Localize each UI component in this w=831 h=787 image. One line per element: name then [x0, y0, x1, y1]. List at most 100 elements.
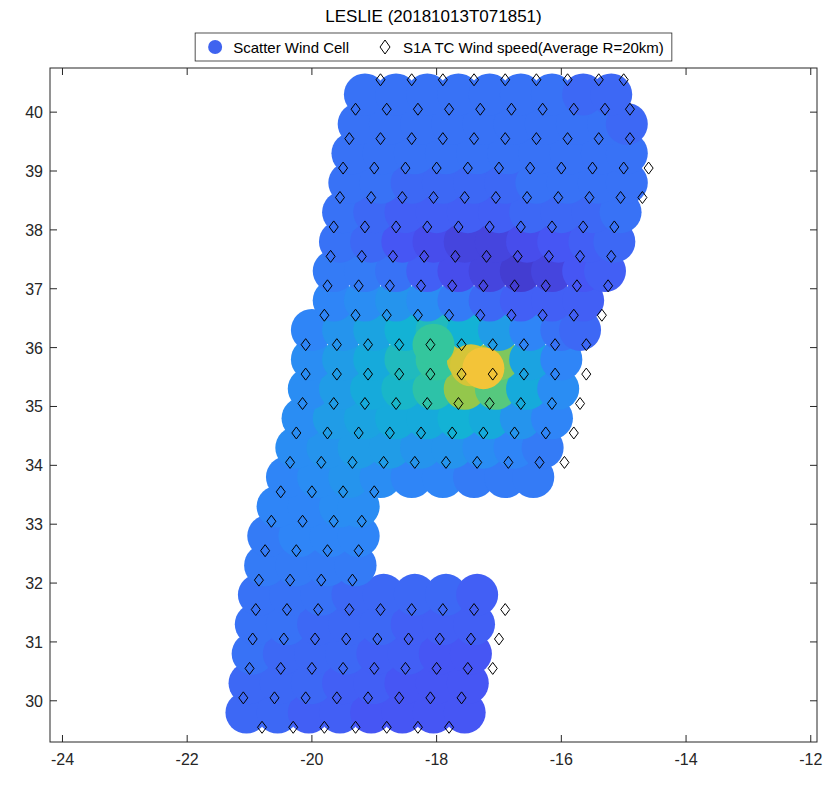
diamond-point: [476, 103, 485, 115]
diamond-point: [276, 662, 285, 674]
diamond-point: [342, 633, 351, 645]
diamond-point: [395, 368, 404, 380]
diamond-point: [600, 103, 609, 115]
diamond-point: [323, 545, 332, 557]
diamond-point: [619, 74, 628, 86]
diamond-point: [364, 368, 373, 380]
y-tick-label: 32: [25, 575, 43, 592]
x-tick: [311, 735, 312, 742]
x-tick-top: [561, 68, 562, 75]
diamond-point: [413, 721, 422, 733]
diamond-point: [329, 398, 338, 410]
title: LESLIE (20181013T071851): [325, 7, 541, 26]
diamond-point: [504, 456, 513, 468]
y-tick-label: 38: [25, 222, 43, 239]
diamond-point: [560, 456, 569, 468]
diamond-point: [317, 574, 326, 586]
diamond-point: [410, 456, 419, 468]
diamond-point: [432, 162, 441, 174]
diamond-point: [320, 721, 329, 733]
diamond-point: [382, 103, 391, 115]
diamond-point: [364, 692, 373, 704]
diamond-point: [376, 74, 385, 86]
diamond-point: [479, 427, 488, 439]
diamond-point: [258, 721, 267, 733]
x-tick-label: -22: [176, 751, 199, 768]
diamond-point: [298, 515, 307, 527]
diamond-point: [376, 604, 385, 616]
diamond-point: [454, 221, 463, 233]
diamond-point: [554, 192, 563, 204]
diamond-point: [354, 427, 363, 439]
diamond-point: [298, 398, 307, 410]
y-tick-label: 37: [25, 281, 43, 298]
diamond-point: [276, 486, 285, 498]
x-tick-top: [436, 68, 437, 75]
y-tick: [50, 641, 57, 642]
legend-item: S1A TC Wind speed(Average R=20km): [380, 39, 664, 56]
x-tick: [436, 735, 437, 742]
diamond-point: [488, 662, 497, 674]
diamond-point: [360, 221, 369, 233]
y-tick-right: [810, 641, 817, 642]
diamond-point: [569, 103, 578, 115]
diamond-point: [261, 545, 270, 557]
diamond-point: [407, 133, 416, 145]
x-tick-top: [686, 68, 687, 75]
diamond-point: [541, 427, 550, 439]
diamond-point: [354, 280, 363, 292]
diamond-point: [479, 280, 488, 292]
diamond-point: [326, 250, 335, 262]
diamond-point: [329, 221, 338, 233]
legend-label: S1A TC Wind speed(Average R=20km): [403, 39, 664, 56]
y-tick-right: [810, 406, 817, 407]
diamond-point: [426, 692, 435, 704]
diamond-point: [301, 368, 310, 380]
diamond-point: [582, 339, 591, 351]
legend-label: Scatter Wind Cell: [233, 39, 349, 56]
diamond-point: [576, 250, 585, 262]
y-tick: [50, 229, 57, 230]
diamond-point: [551, 339, 560, 351]
diamond-point: [339, 162, 348, 174]
y-tick: [50, 406, 57, 407]
diamond-point: [594, 133, 603, 145]
x-tick: [187, 735, 188, 742]
diamond-point: [454, 398, 463, 410]
x-tick-label: -20: [300, 751, 323, 768]
diamond-point: [392, 398, 401, 410]
diamond-point: [279, 633, 288, 645]
diamond-point: [292, 545, 301, 557]
diamond-point: [616, 192, 625, 204]
diamond-point: [532, 133, 541, 145]
diamond-point: [625, 133, 634, 145]
diamond-point: [426, 339, 435, 351]
y-tick: [50, 700, 57, 701]
diamond-point: [516, 221, 525, 233]
diamond-point: [470, 74, 479, 86]
diamond-point: [373, 633, 382, 645]
diamond-point: [547, 221, 556, 233]
diamond-point: [417, 427, 426, 439]
diamond-point: [301, 339, 310, 351]
diamond-point: [485, 221, 494, 233]
diamond-point: [339, 486, 348, 498]
diamond-point: [441, 456, 450, 468]
diamond-point: [526, 162, 535, 174]
diamond-point: [351, 721, 360, 733]
legend: Scatter Wind Cell S1A TC Wind speed(Avera…: [195, 33, 672, 61]
y-tick-label: 33: [25, 516, 43, 533]
diamond-point: [579, 221, 588, 233]
diamond-point: [588, 162, 597, 174]
diamond-point: [438, 74, 447, 86]
diamond-point: [638, 192, 647, 204]
diamond-point: [323, 280, 332, 292]
diamond-point: [445, 721, 454, 733]
diamond-point: [382, 309, 391, 321]
y-tick: [50, 583, 57, 584]
diamond-point: [329, 515, 338, 527]
diamond-point: [576, 398, 585, 410]
diamond-point: [317, 456, 326, 468]
series-0: [225, 73, 647, 733]
diamond-point: [385, 427, 394, 439]
